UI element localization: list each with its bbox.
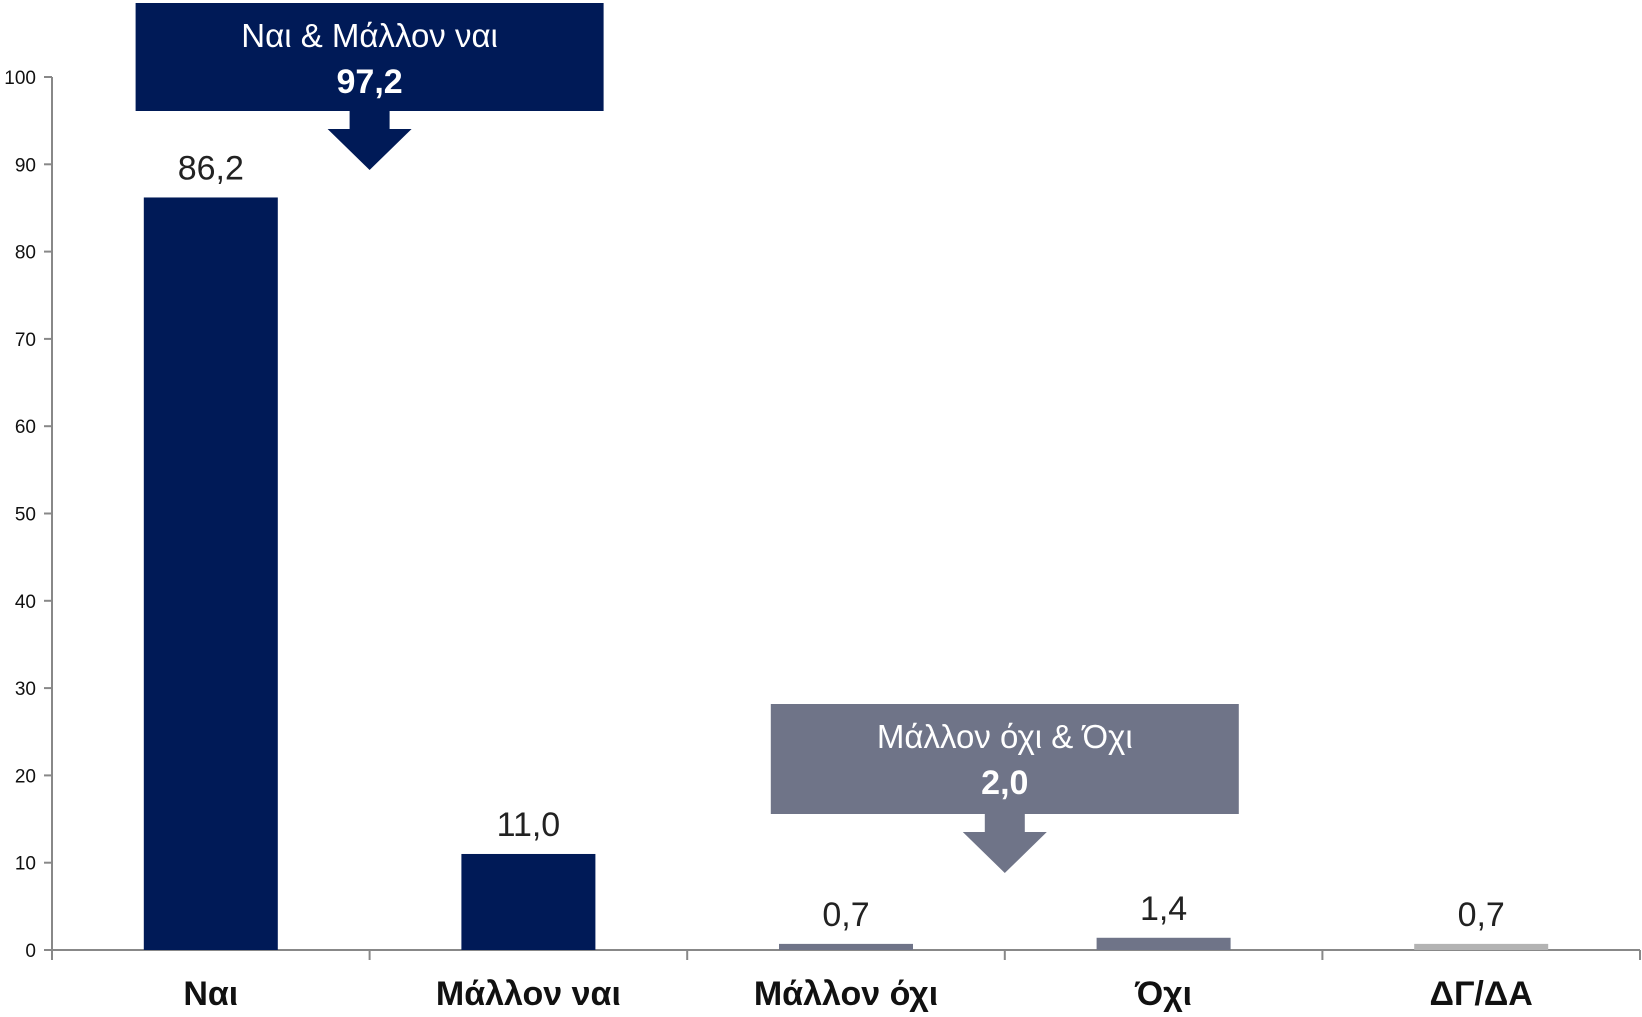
bar	[143, 197, 278, 950]
category-labels: Ναι Μάλλον ναι Μάλλον όχι Όχι ΔΓ/ΔΑ	[183, 975, 1533, 1013]
value-label: 86,2	[178, 149, 244, 187]
y-tick-label: 60	[15, 417, 36, 438]
callout: Ναι & Μάλλον ναι 97,2	[135, 3, 604, 170]
y-ticks: 0 10 20 30 40 50 60 70 80 90 100	[4, 68, 52, 962]
y-tick-label: 40	[15, 592, 36, 613]
category-label: Μάλλον ναι	[436, 975, 621, 1013]
callouts: Ναι & Μάλλον ναι 97,2 Μάλλον όχι & Όχι 2,0	[135, 3, 1239, 873]
callout-box	[770, 704, 1239, 814]
x-ticks	[51, 950, 1641, 960]
y-axis: 0 10 20 30 40 50 60 70 80 90 100	[4, 68, 53, 962]
y-tick-label: 50	[15, 505, 36, 526]
value-labels: 86,2 11,0 0,7 1,4 0,7	[178, 149, 1505, 933]
bar	[779, 943, 913, 950]
callout-box	[135, 3, 604, 111]
bars	[143, 197, 1549, 950]
y-tick-label: 90	[15, 155, 36, 176]
y-tick-label: 100	[4, 68, 36, 89]
y-tick-label: 70	[15, 330, 36, 351]
callout-value: 97,2	[337, 63, 403, 101]
callout-value: 2,0	[981, 764, 1028, 802]
bar	[1096, 937, 1231, 950]
y-tick-label: 30	[15, 679, 36, 700]
callout-arrow	[327, 111, 412, 170]
category-label: Όχι	[1134, 975, 1192, 1013]
category-label: Ναι	[183, 975, 238, 1013]
category-label: Μάλλον όχι	[754, 975, 938, 1013]
y-tick-label: 10	[15, 854, 36, 875]
bar	[1414, 943, 1549, 950]
y-tick-label: 0	[25, 941, 36, 962]
value-label: 0,7	[822, 896, 869, 934]
y-tick-label: 20	[15, 766, 36, 787]
callout-arrow	[962, 814, 1047, 873]
y-tick-label: 80	[15, 243, 36, 264]
x-axis	[51, 949, 1641, 960]
callout: Μάλλον όχι & Όχι 2,0	[770, 704, 1239, 873]
callout-title: Ναι & Μάλλον ναι	[241, 17, 498, 54]
value-label: 11,0	[497, 806, 561, 844]
value-label: 1,4	[1140, 890, 1187, 928]
bar	[461, 853, 596, 950]
callout-title: Μάλλον όχι & Όχι	[877, 718, 1133, 755]
category-label: ΔΓ/ΔΑ	[1430, 975, 1533, 1013]
value-label: 0,7	[1458, 896, 1505, 934]
